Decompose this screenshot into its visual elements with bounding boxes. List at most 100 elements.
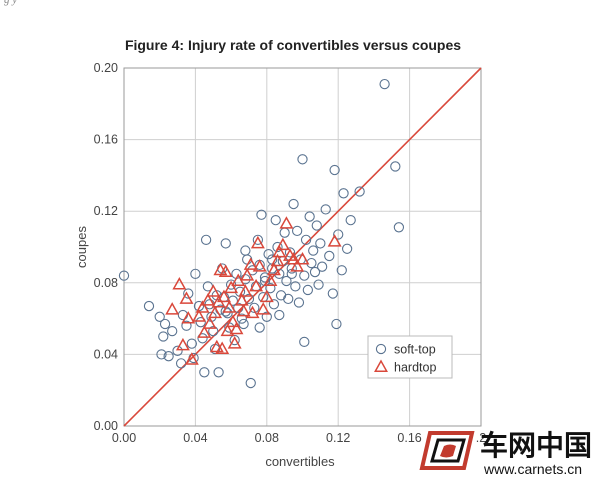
hardtop-point (224, 280, 239, 294)
soft-top-point (393, 222, 405, 233)
hardtop-point (245, 305, 260, 319)
x-axis-label: convertibles (265, 454, 335, 469)
soft-top-point (172, 345, 183, 356)
soft-top-point (229, 334, 240, 346)
soft-top-point (236, 313, 247, 324)
soft-top-point (200, 234, 212, 245)
watermark-logo-icon (419, 431, 475, 470)
soft-top-point (345, 214, 356, 226)
hardtop-point (165, 302, 180, 315)
soft-top-point (299, 270, 310, 281)
soft-top-point (313, 279, 324, 290)
soft-top-point (213, 367, 224, 378)
soft-top-point (390, 161, 401, 172)
hardtop-point (256, 302, 271, 315)
soft-top-point (190, 268, 201, 279)
soft-top-point (175, 358, 187, 369)
x-axis-ticks: 0.00 0.04 0.08 0.12 0.16 .2 (112, 431, 486, 445)
hardtop-point (229, 321, 244, 335)
soft-top-point (195, 317, 206, 328)
soft-top-point (324, 250, 335, 262)
hardtop-point (179, 291, 194, 304)
hardtop-point (252, 259, 267, 272)
hardtop-point (290, 259, 305, 272)
hardtop-point (263, 273, 278, 286)
soft-top-point (261, 311, 272, 322)
y-tick-label: 0.20 (94, 61, 118, 75)
soft-top-point (159, 318, 171, 330)
legend-triangle-icon (374, 359, 388, 372)
soft-top-point (308, 245, 319, 256)
hardtop-point (286, 251, 301, 265)
hardtop-point (218, 264, 233, 278)
y-tick-label: 0.16 (94, 133, 118, 147)
hardtop-point (208, 305, 223, 319)
y-tick-label: 0.04 (94, 347, 118, 361)
soft-top-point (274, 309, 285, 321)
soft-top-point (290, 281, 301, 292)
hardtop-point (279, 216, 294, 229)
soft-top-point (284, 247, 296, 258)
soft-top-point (143, 300, 155, 312)
legend-label: hardtop (394, 361, 436, 375)
hardtop-point (259, 289, 274, 303)
hardtop-point (275, 237, 290, 251)
soft-top-point (156, 349, 167, 360)
soft-top-point (263, 249, 274, 260)
hardtop-point (216, 289, 231, 303)
soft-top-point (158, 331, 169, 342)
hardtop-point (327, 234, 342, 247)
hardtop-point (195, 300, 210, 313)
soft-top-point (293, 297, 305, 308)
soft-top-point (288, 198, 299, 210)
soft-top-point (379, 78, 390, 90)
soft-top-point (197, 333, 208, 344)
soft-top-point (183, 288, 194, 299)
soft-top-point (281, 275, 292, 287)
soft-top-point (220, 238, 231, 249)
hardtop-point (236, 303, 251, 317)
soft-top-point (327, 288, 338, 299)
soft-top-point (154, 311, 165, 322)
soft-top-point (249, 302, 260, 314)
soft-top-point (283, 293, 294, 305)
soft-top-point (222, 308, 233, 319)
soft-top-point (329, 164, 340, 176)
watermark: 车网中国 www.carnets.cn (419, 429, 592, 477)
soft-top-point (275, 290, 287, 301)
hardtop-point (222, 300, 237, 313)
hardtop-point (206, 284, 221, 297)
soft-top-point (311, 220, 322, 231)
legend: soft-top hardtop (367, 335, 453, 379)
soft-top-point (256, 209, 267, 220)
y-tick-label: 0.08 (94, 276, 118, 290)
soft-top-point (315, 238, 326, 249)
soft-top-point (300, 234, 312, 245)
x-tick-label: 0.08 (255, 431, 279, 445)
x-tick-label: 0.00 (112, 431, 136, 445)
x-tick-label: .2 (476, 431, 486, 445)
hardtop-point (202, 316, 217, 329)
x-tick-label: 0.16 (397, 431, 421, 445)
soft-top-point (302, 284, 314, 296)
soft-top-point (338, 188, 349, 199)
hardtop-point (181, 311, 196, 324)
hardtop-point (197, 325, 212, 338)
reference-line (123, 67, 482, 427)
data-points (118, 78, 405, 389)
hardtop-point (215, 341, 230, 354)
x-tick-label: 0.12 (326, 431, 350, 445)
soft-top-point (265, 283, 276, 294)
hardtop-point (243, 257, 258, 270)
hardtop-point (225, 314, 240, 328)
soft-top-point (333, 229, 344, 240)
soft-top-point (320, 204, 331, 215)
soft-top-point (199, 367, 210, 378)
soft-top-point (254, 322, 265, 333)
soft-top-point (341, 243, 353, 254)
soft-top-point (304, 211, 315, 222)
legend-label: soft-top (394, 343, 436, 357)
soft-top-point (181, 320, 192, 331)
y-axis-label: coupes (74, 226, 89, 268)
